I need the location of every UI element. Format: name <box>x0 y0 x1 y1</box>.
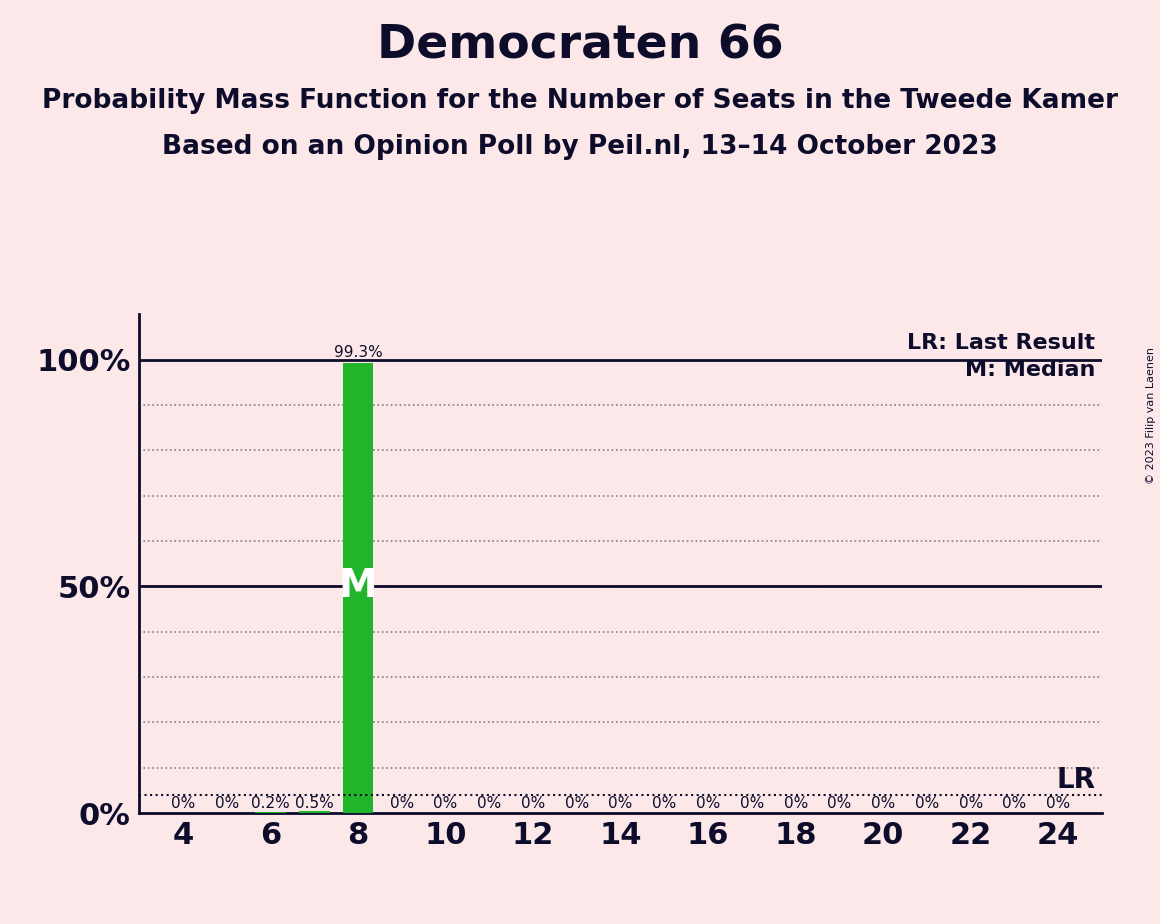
Bar <box>342 363 374 813</box>
Text: 0%: 0% <box>915 796 940 811</box>
Text: 0%: 0% <box>521 796 545 811</box>
Text: © 2023 Filip van Laenen: © 2023 Filip van Laenen <box>1146 347 1155 484</box>
Text: Democraten 66: Democraten 66 <box>377 23 783 68</box>
Text: 0%: 0% <box>1002 796 1027 811</box>
Text: 0%: 0% <box>740 796 764 811</box>
Text: 0.5%: 0.5% <box>295 796 334 811</box>
Text: 0%: 0% <box>958 796 983 811</box>
Text: 0%: 0% <box>1046 796 1071 811</box>
Text: Based on an Opinion Poll by Peil.nl, 13–14 October 2023: Based on an Opinion Poll by Peil.nl, 13–… <box>162 134 998 160</box>
Text: 0%: 0% <box>434 796 458 811</box>
Text: LR: LR <box>1057 766 1095 794</box>
Text: LR: Last Result: LR: Last Result <box>907 333 1095 353</box>
Text: 0%: 0% <box>696 796 720 811</box>
Text: 0%: 0% <box>171 796 195 811</box>
Text: Probability Mass Function for the Number of Seats in the Tweede Kamer: Probability Mass Function for the Number… <box>42 88 1118 114</box>
Text: 0.2%: 0.2% <box>251 796 290 811</box>
Text: 0%: 0% <box>871 796 896 811</box>
Text: 0%: 0% <box>609 796 632 811</box>
Text: 99.3%: 99.3% <box>334 346 383 360</box>
Text: 0%: 0% <box>390 796 414 811</box>
Text: 0%: 0% <box>215 796 239 811</box>
Text: 0%: 0% <box>827 796 851 811</box>
Text: M: M <box>339 567 377 605</box>
Text: 0%: 0% <box>477 796 501 811</box>
Bar <box>299 811 329 813</box>
Text: M: Median: M: Median <box>965 360 1095 380</box>
Text: 0%: 0% <box>565 796 589 811</box>
Text: 0%: 0% <box>783 796 807 811</box>
Text: 0%: 0% <box>652 796 676 811</box>
